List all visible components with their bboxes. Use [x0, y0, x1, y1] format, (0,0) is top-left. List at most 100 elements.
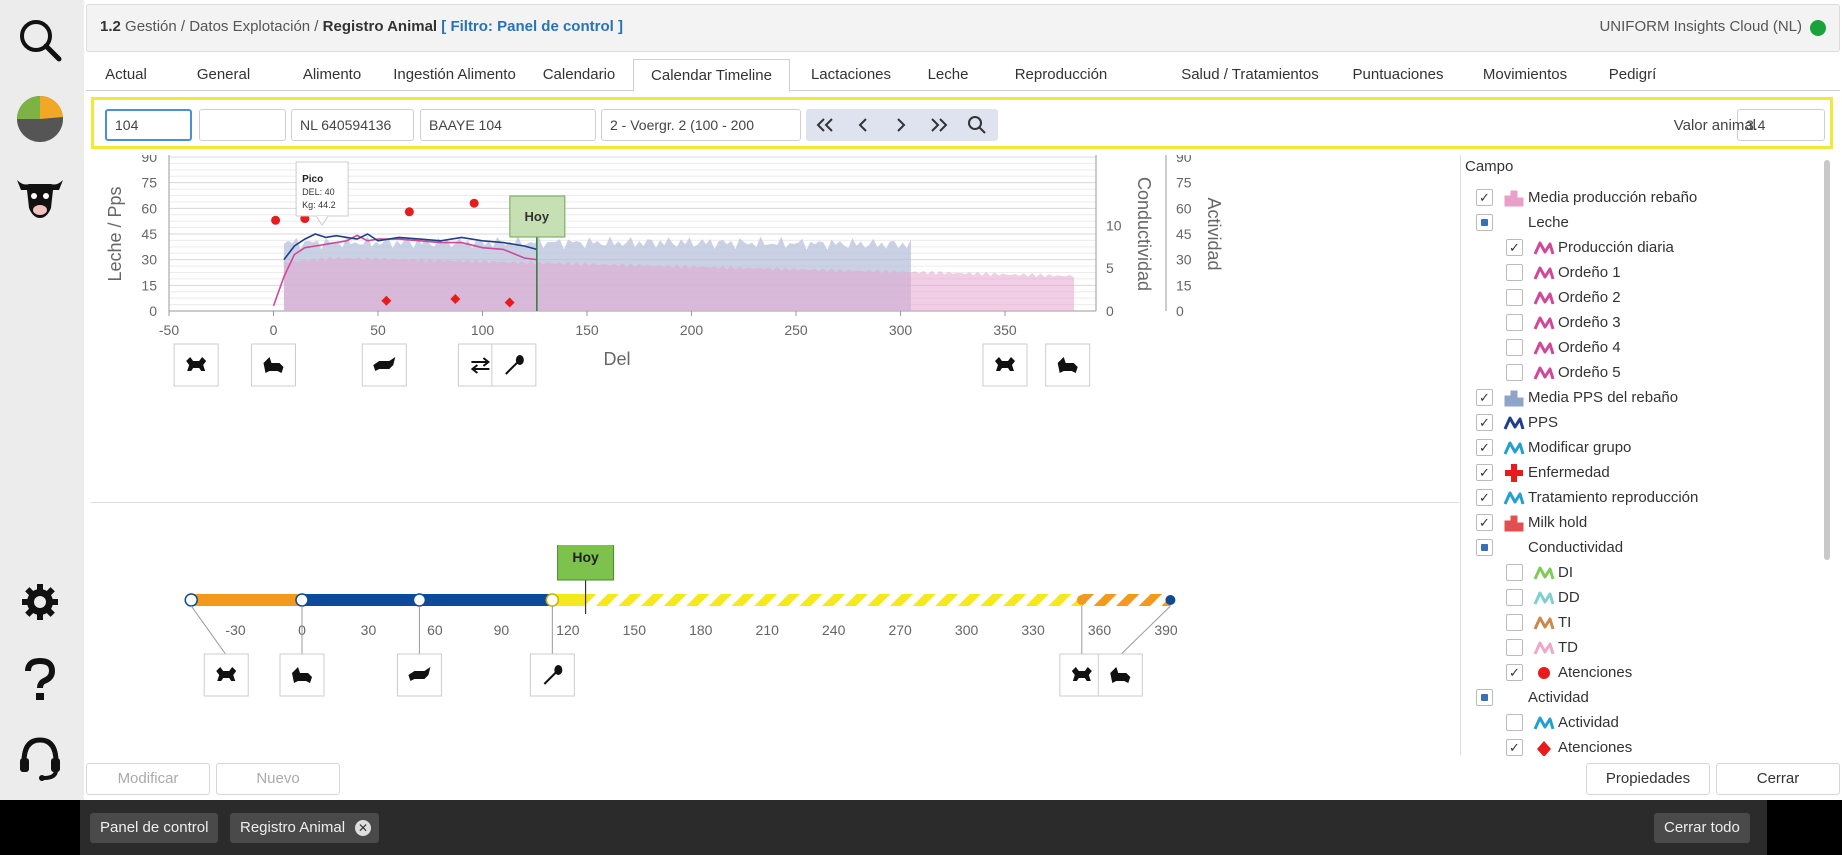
campo-item[interactable]: ✓ Enfermedad: [1476, 461, 1816, 486]
campo-item[interactable]: ✓ Atenciones: [1476, 661, 1816, 686]
tab-lactaciones[interactable]: Lactaciones: [810, 66, 892, 83]
tab-puntuaciones[interactable]: Puntuaciones: [1352, 66, 1444, 83]
group-input[interactable]: 2 - Voergr. 2 (100 - 200: [601, 109, 801, 141]
campo-checkbox[interactable]: ✓: [1506, 239, 1523, 256]
close-all-button[interactable]: Cerrar todo: [1654, 813, 1750, 843]
timeline-node[interactable]: [184, 593, 198, 607]
close-tab-icon[interactable]: ✕: [355, 820, 372, 836]
cerrar-button[interactable]: Cerrar: [1716, 763, 1840, 795]
campo-item[interactable]: TD: [1476, 636, 1816, 661]
campo-checkbox[interactable]: [1476, 689, 1493, 706]
heifer-icon[interactable]: [361, 343, 407, 387]
campo-checkbox[interactable]: [1506, 589, 1523, 606]
campo-checkbox[interactable]: [1506, 614, 1523, 631]
timeline-node[interactable]: [1165, 595, 1176, 605]
insemination-icon[interactable]: [491, 343, 537, 387]
search-icon[interactable]: [10, 10, 70, 70]
insemination-icon[interactable]: [529, 653, 575, 697]
campo-item[interactable]: DI: [1476, 561, 1816, 586]
life-number-input[interactable]: NL 640594136: [291, 109, 414, 141]
campo-checkbox[interactable]: [1506, 339, 1523, 356]
campo-item[interactable]: Actividad: [1476, 686, 1816, 711]
campo-checkbox[interactable]: [1506, 314, 1523, 331]
campo-checkbox[interactable]: [1506, 364, 1523, 381]
tab-movimientos[interactable]: Movimientos: [1482, 66, 1568, 83]
valor-animal-input[interactable]: 3.4: [1737, 109, 1825, 141]
animal-name-input[interactable]: BAAYE 104: [420, 109, 596, 141]
campo-item[interactable]: ✓ Producción diaria: [1476, 236, 1816, 261]
last-animal-button[interactable]: [920, 109, 958, 141]
campo-item[interactable]: ✓ Modificar grupo: [1476, 436, 1816, 461]
campo-checkbox[interactable]: ✓: [1476, 389, 1493, 406]
campo-item[interactable]: TI: [1476, 611, 1816, 636]
campo-checkbox[interactable]: ✓: [1506, 739, 1523, 756]
tab-reproducci-n[interactable]: Reproducción: [1014, 66, 1108, 83]
campo-checkbox[interactable]: ✓: [1476, 414, 1493, 431]
timeline-node[interactable]: [295, 593, 309, 607]
taskbar-chip-panel[interactable]: Panel de control: [90, 813, 219, 843]
campo-checkbox[interactable]: [1476, 214, 1493, 231]
campo-checkbox[interactable]: ✓: [1506, 664, 1523, 681]
tab-actual[interactable]: Actual: [105, 66, 147, 83]
nuevo-button[interactable]: Nuevo: [216, 763, 340, 795]
campo-checkbox[interactable]: [1506, 639, 1523, 656]
propiedades-button[interactable]: Propiedades: [1586, 763, 1710, 795]
campo-checkbox[interactable]: ✓: [1476, 464, 1493, 481]
campo-checkbox[interactable]: [1506, 714, 1523, 731]
campo-item[interactable]: ✓ Milk hold: [1476, 511, 1816, 536]
timeline-node[interactable]: [412, 593, 427, 607]
animal-number-input[interactable]: 104: [105, 109, 192, 141]
secondary-input[interactable]: [199, 109, 286, 141]
campo-item[interactable]: ✓ Media producción rebaño: [1476, 186, 1816, 211]
pie-chart-icon[interactable]: [10, 88, 70, 148]
tab-ingesti-n-alimento[interactable]: Ingestión Alimento: [393, 66, 516, 83]
campo-checkbox[interactable]: [1506, 264, 1523, 281]
campo-item[interactable]: Conductividad: [1476, 536, 1816, 561]
tab-leche[interactable]: Leche: [927, 66, 969, 83]
campo-item[interactable]: Ordeño 4: [1476, 336, 1816, 361]
campo-checkbox[interactable]: ✓: [1476, 514, 1493, 531]
calving-icon[interactable]: [251, 343, 296, 387]
campo-item[interactable]: Ordeño 3: [1476, 311, 1816, 336]
bull-icon[interactable]: [1059, 653, 1105, 697]
campo-checkbox[interactable]: [1506, 289, 1523, 306]
bull-icon[interactable]: [982, 343, 1028, 387]
campo-item[interactable]: ✓ Media PPS del rebaño: [1476, 386, 1816, 411]
next-animal-button[interactable]: [882, 109, 920, 141]
timeline-node[interactable]: [1076, 595, 1087, 605]
calendar-timeline[interactable]: Hoy-300306090120150180210240270300330360…: [91, 545, 1459, 750]
bull-icon[interactable]: [173, 343, 219, 387]
campo-item[interactable]: Ordeño 5: [1476, 361, 1816, 386]
campo-checkbox[interactable]: ✓: [1476, 189, 1493, 206]
tab-calendario[interactable]: Calendario: [542, 66, 616, 83]
campo-checkbox[interactable]: ✓: [1476, 489, 1493, 506]
bull-icon[interactable]: [203, 653, 249, 697]
heifer-icon[interactable]: [396, 653, 442, 697]
campo-item[interactable]: ✓ PPS: [1476, 411, 1816, 436]
calving-icon[interactable]: [1045, 343, 1091, 387]
campo-checkbox[interactable]: ✓: [1476, 439, 1493, 456]
tab-general[interactable]: General: [196, 66, 251, 83]
previous-animal-button[interactable]: [844, 109, 882, 141]
modificar-button[interactable]: Modificar: [86, 763, 210, 795]
breadcrumb-path[interactable]: Gestión / Datos Explotación /: [125, 18, 319, 35]
campo-item[interactable]: ✓ Atenciones: [1476, 736, 1816, 756]
tab-calendar-timeline[interactable]: Calendar Timeline: [633, 59, 790, 92]
cow-icon[interactable]: [10, 166, 70, 226]
taskbar-chip-registro[interactable]: Registro Animal ✕: [230, 813, 380, 843]
headset-icon[interactable]: [10, 728, 70, 788]
campo-item[interactable]: Actividad: [1476, 711, 1816, 736]
campo-checkbox[interactable]: [1506, 564, 1523, 581]
first-animal-button[interactable]: [806, 109, 844, 141]
campo-item[interactable]: ✓ Tratamiento reproducción: [1476, 486, 1816, 511]
calving-icon[interactable]: [279, 653, 325, 697]
help-icon[interactable]: [10, 650, 70, 710]
campo-item[interactable]: Leche: [1476, 211, 1816, 236]
gear-icon[interactable]: [10, 572, 70, 632]
tab-alimento[interactable]: Alimento: [302, 66, 362, 83]
campo-item[interactable]: Ordeño 2: [1476, 286, 1816, 311]
campo-checkbox[interactable]: [1476, 539, 1493, 556]
calving-icon[interactable]: [1097, 653, 1143, 697]
tab-salud-tratamientos[interactable]: Salud / Tratamientos: [1181, 66, 1319, 83]
